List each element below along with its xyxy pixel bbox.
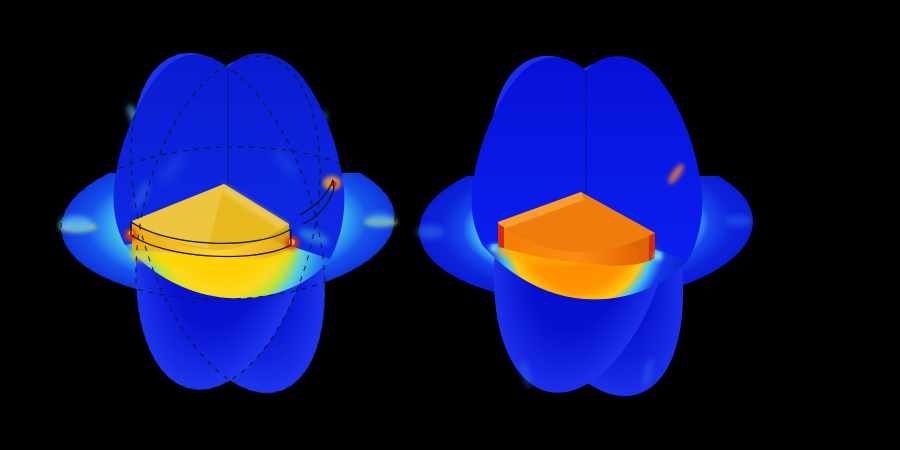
cut-plane-right-wall (586, 56, 703, 260)
coil-ring-bottom-rear (302, 187, 335, 225)
disk-front-face (498, 222, 655, 266)
cut-plane-left-wall (471, 57, 586, 246)
wall-cyan-streak (298, 229, 330, 245)
lobe-glint-right-tip (726, 215, 752, 227)
coil-ring-top-front (130, 221, 292, 245)
lobe-glint-right-tip (366, 213, 394, 227)
left-simulation-figure (59, 52, 398, 394)
wall-streak (133, 180, 151, 210)
lobe-glint-bottom-left (520, 360, 532, 388)
coil-ring-top-rear (299, 179, 334, 216)
lobe-glint-bottom-right (642, 358, 654, 386)
great-circle-vertical-left (130, 52, 326, 394)
coil-cut-edge (332, 179, 335, 190)
disk-edge-glint (653, 251, 663, 261)
great-circle-vertical-right (135, 55, 321, 391)
lobe-glint-left-tip (416, 225, 444, 239)
disk-hot-stripe-right (649, 233, 655, 261)
disk-bevel-highlight (498, 192, 584, 229)
disk-edge-glint (490, 244, 498, 252)
coil-wireframe (130, 179, 335, 258)
disk-front-face (132, 221, 290, 260)
right-simulation-figure (416, 55, 753, 397)
wall-streak (159, 152, 187, 184)
coil-ring-bottom-front (130, 234, 292, 258)
lobe-glint-left-tip (59, 216, 93, 232)
disk-top-face (498, 192, 655, 253)
disk-top-sheen (222, 184, 289, 229)
wall-edge-glow (668, 163, 684, 185)
disk-top-highlight (132, 184, 224, 248)
disk-hot-stripe-left (498, 224, 504, 248)
coil-hotspot-core (289, 239, 295, 245)
wall-streak (274, 147, 298, 179)
